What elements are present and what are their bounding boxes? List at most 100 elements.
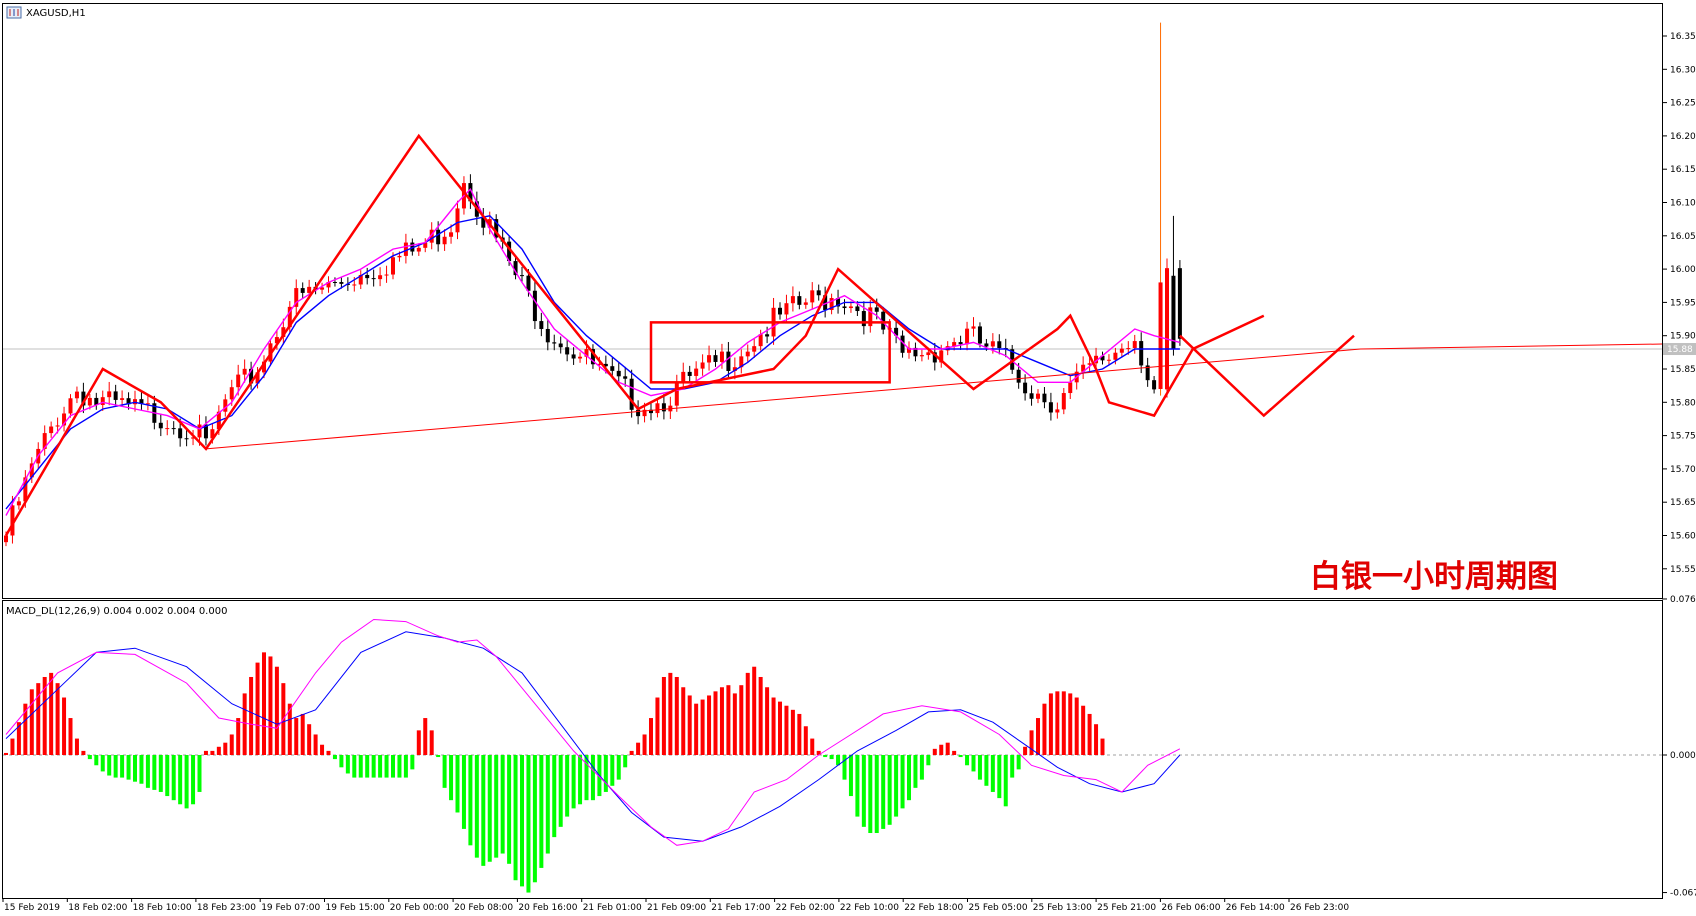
macd-histogram-bar	[365, 755, 370, 778]
macd-histogram-bar	[16, 722, 21, 755]
candle	[881, 306, 886, 335]
time-tick-label: 22 Feb 10:00	[840, 903, 899, 912]
macd-histogram-bar	[532, 755, 537, 883]
consolidation-box	[649, 321, 891, 384]
price-tick-label: 15.95	[1670, 298, 1696, 308]
macd-histogram-bar	[1100, 738, 1105, 755]
macd-signal-line	[5, 631, 1181, 842]
candle	[861, 301, 866, 335]
candle	[1106, 354, 1111, 366]
macd-histogram-bar	[203, 750, 208, 755]
symbol-label: XAGUSD,H1	[26, 8, 86, 19]
candle	[513, 256, 518, 280]
macd-histogram-bar	[461, 755, 466, 829]
macd-histogram-bar	[1061, 691, 1066, 755]
candle	[758, 329, 763, 351]
macd-histogram-bar	[816, 750, 821, 755]
time-tick-label: 18 Feb 02:00	[68, 903, 127, 912]
macd-histogram-bar	[274, 666, 279, 755]
candle	[1048, 392, 1053, 421]
zigzag-wave-line	[4, 133, 1265, 537]
candle	[610, 357, 615, 379]
candle	[294, 279, 299, 315]
macd-histogram-bar	[603, 755, 608, 792]
candle	[94, 392, 99, 410]
candle	[158, 413, 163, 437]
candle	[778, 302, 782, 320]
candle	[539, 312, 544, 337]
candle	[481, 207, 486, 236]
macd-histogram-bar	[694, 703, 699, 755]
macd-histogram-bar	[674, 676, 679, 755]
candle	[790, 286, 795, 312]
candle	[694, 361, 699, 383]
macd-histogram-bar	[707, 695, 712, 755]
macd-histogram-bar	[952, 750, 957, 755]
candle	[255, 367, 260, 389]
macd-histogram-bar	[345, 755, 350, 774]
macd-histogram-bar	[926, 755, 931, 766]
candle	[429, 222, 434, 250]
macd-histogram-bar	[210, 750, 215, 755]
candle	[1177, 260, 1182, 346]
candle	[681, 362, 686, 390]
price-tick-label: 16.00	[1670, 265, 1696, 275]
candle	[365, 267, 370, 285]
support-trendline-extension	[1360, 343, 1663, 350]
current-price-marker: 15.88	[1663, 343, 1696, 356]
candle	[326, 276, 331, 293]
macd-histogram-bar	[584, 755, 589, 801]
macd-histogram-bar	[836, 755, 841, 766]
macd-histogram-bar	[49, 672, 54, 755]
candle	[803, 298, 808, 309]
macd-histogram-bar	[332, 755, 337, 760]
macd-histogram-bar	[590, 755, 595, 801]
macd-histogram-bar	[797, 713, 802, 755]
candle	[629, 369, 634, 418]
candle	[16, 497, 21, 510]
macd-histogram-bar	[913, 755, 918, 788]
macd-histogram-bar	[184, 755, 189, 809]
macd-histogram-bar	[494, 755, 499, 858]
candle	[139, 391, 144, 410]
macd-histogram-bar	[455, 755, 460, 813]
macd-histogram-bar	[42, 676, 47, 755]
candle	[674, 374, 679, 412]
macd-histogram-bar	[810, 738, 815, 755]
macd-histogram-bar	[861, 755, 866, 827]
candle	[107, 381, 112, 406]
macd-histogram-bar	[745, 672, 750, 755]
candle	[74, 386, 79, 404]
macd-histogram-bar	[158, 755, 163, 792]
spike-candle	[1158, 22, 1163, 396]
candle	[120, 390, 125, 407]
macd-histogram-bar	[900, 755, 905, 809]
macd-histogram-bar	[758, 676, 763, 755]
macd-histogram-bar	[513, 755, 518, 881]
candle	[126, 392, 131, 410]
macd-histogram-bar	[442, 755, 447, 788]
price-tick-label: 15.80	[1670, 398, 1696, 408]
candle	[661, 393, 666, 420]
macd-histogram-bar	[874, 755, 879, 834]
price-tick-label: 16.05	[1670, 232, 1696, 242]
macd-histogram-bar	[487, 755, 492, 862]
macd-panel-frame	[2, 600, 1663, 899]
candle	[203, 416, 208, 446]
price-tick-label: 16.25	[1670, 99, 1696, 109]
support-trendline	[205, 348, 1361, 450]
candle	[784, 294, 789, 322]
macd-histogram-bar	[932, 748, 937, 755]
macd-histogram-bar	[823, 755, 828, 758]
candle	[558, 336, 563, 354]
price-tick-label: 15.60	[1670, 532, 1696, 542]
macd-histogram-bar	[539, 755, 544, 868]
candle	[42, 425, 47, 456]
candle	[442, 229, 447, 251]
macd-histogram-bar	[765, 687, 770, 755]
macd-histogram-bar	[681, 687, 686, 755]
candle	[590, 344, 595, 369]
time-tick-label: 15 Feb 2019	[4, 903, 60, 912]
macd-histogram-bar	[578, 755, 583, 805]
macd-histogram-bar	[629, 750, 634, 755]
